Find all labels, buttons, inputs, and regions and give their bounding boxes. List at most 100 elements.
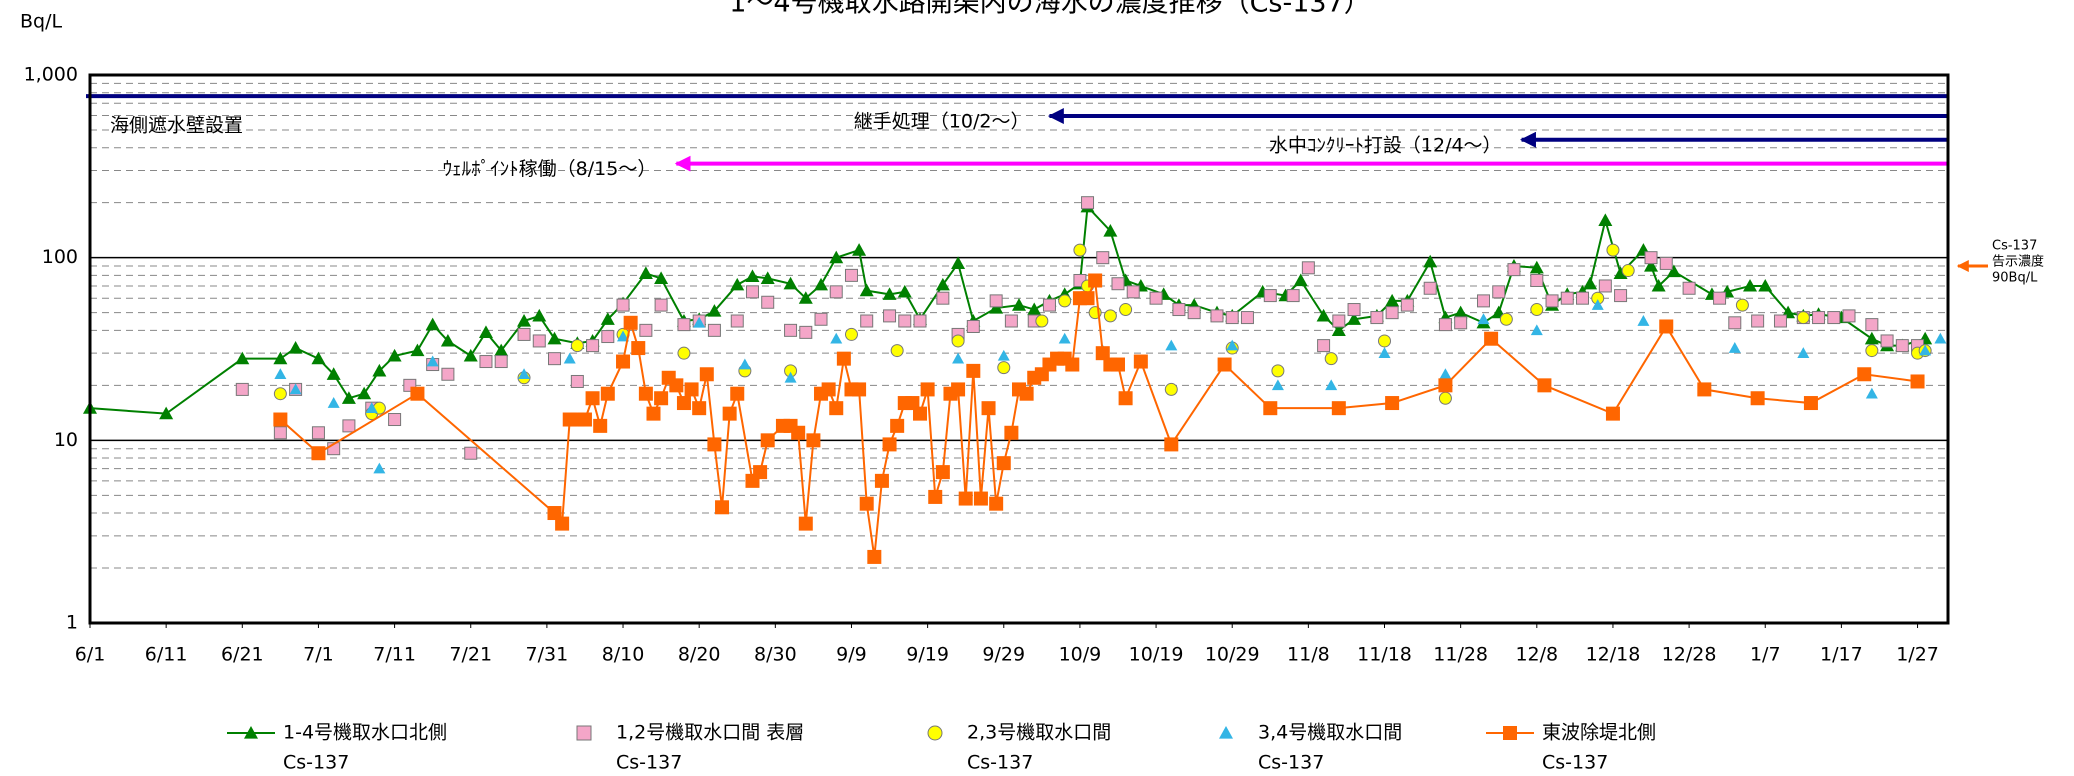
point bbox=[1325, 379, 1338, 391]
x-tick-label: 10/29 bbox=[1205, 644, 1260, 666]
point bbox=[235, 351, 250, 365]
point bbox=[1027, 302, 1042, 316]
point bbox=[532, 308, 547, 322]
point bbox=[1293, 273, 1308, 287]
point bbox=[341, 391, 356, 404]
point bbox=[1263, 401, 1278, 416]
point bbox=[1347, 303, 1361, 317]
point bbox=[373, 462, 386, 474]
point bbox=[1058, 332, 1071, 344]
point bbox=[273, 387, 287, 401]
point bbox=[898, 314, 912, 328]
x-tick-label: 11/18 bbox=[1357, 644, 1412, 666]
point bbox=[311, 426, 325, 440]
point bbox=[997, 361, 1011, 375]
point bbox=[684, 382, 699, 397]
point bbox=[1575, 291, 1589, 305]
point bbox=[722, 406, 737, 421]
x-tick-label: 1/27 bbox=[1896, 644, 1939, 666]
point bbox=[1438, 378, 1453, 393]
point bbox=[1598, 213, 1613, 226]
point bbox=[654, 298, 668, 312]
point bbox=[478, 325, 493, 338]
point bbox=[882, 287, 897, 300]
legend-sublabel: Cs-137 bbox=[1258, 752, 1324, 774]
point bbox=[1484, 331, 1499, 346]
point bbox=[693, 316, 706, 328]
point bbox=[1750, 391, 1765, 406]
point bbox=[874, 473, 889, 488]
point bbox=[699, 367, 714, 382]
point bbox=[1111, 277, 1125, 291]
point bbox=[1477, 313, 1490, 325]
point bbox=[829, 285, 843, 299]
point bbox=[517, 314, 532, 327]
point bbox=[1895, 339, 1909, 353]
point bbox=[1439, 368, 1452, 380]
point bbox=[966, 363, 981, 378]
point bbox=[274, 368, 287, 380]
point bbox=[852, 243, 867, 256]
point bbox=[844, 327, 858, 341]
point bbox=[760, 433, 775, 448]
point bbox=[1019, 386, 1034, 401]
x-tick-label: 11/28 bbox=[1433, 644, 1488, 666]
point bbox=[852, 382, 867, 397]
x-tick-label: 10/9 bbox=[1059, 644, 1102, 666]
point bbox=[1126, 285, 1140, 299]
point bbox=[1492, 285, 1506, 299]
point bbox=[1606, 243, 1620, 257]
point bbox=[935, 465, 950, 480]
point bbox=[1133, 354, 1148, 369]
point bbox=[692, 401, 707, 416]
x-tick-label: 12/28 bbox=[1662, 644, 1717, 666]
point bbox=[798, 516, 813, 531]
legend-marker bbox=[1503, 726, 1517, 740]
point bbox=[882, 437, 897, 452]
chart-title: 1～4号機取水路開渠内の海水の濃度推移（Cs-137） bbox=[729, 0, 1371, 19]
y-tick-label: 10 bbox=[54, 429, 78, 451]
point bbox=[235, 382, 249, 396]
point bbox=[677, 346, 691, 360]
point bbox=[426, 355, 439, 367]
x-tick-label: 1/7 bbox=[1750, 644, 1781, 666]
point bbox=[1438, 318, 1452, 332]
point bbox=[577, 412, 592, 427]
legend-marker bbox=[244, 726, 258, 739]
point bbox=[989, 294, 1003, 308]
point bbox=[1499, 312, 1513, 326]
point bbox=[1385, 396, 1400, 411]
point bbox=[1613, 266, 1628, 280]
x-tick-label: 10/19 bbox=[1129, 644, 1184, 666]
point bbox=[920, 382, 935, 397]
point bbox=[479, 355, 493, 369]
point bbox=[1119, 303, 1133, 317]
point bbox=[1682, 281, 1696, 295]
point bbox=[1910, 374, 1925, 389]
point bbox=[745, 269, 760, 282]
point bbox=[1217, 357, 1232, 372]
point bbox=[342, 419, 356, 433]
point bbox=[996, 456, 1011, 471]
point bbox=[1035, 314, 1049, 328]
point bbox=[1751, 314, 1765, 328]
point bbox=[372, 363, 387, 377]
point bbox=[1042, 298, 1056, 312]
y-tick-label: 1,000 bbox=[24, 64, 78, 86]
point bbox=[676, 396, 691, 411]
point bbox=[1537, 378, 1552, 393]
point bbox=[1065, 357, 1080, 372]
point bbox=[1096, 251, 1110, 265]
point bbox=[905, 396, 920, 411]
legend-sublabel: Cs-137 bbox=[967, 752, 1033, 774]
x-tick-label: 6/21 bbox=[221, 644, 264, 666]
x-tick-label: 9/19 bbox=[906, 644, 949, 666]
x-tick-label: 9/9 bbox=[836, 644, 867, 666]
point bbox=[1743, 278, 1758, 292]
point bbox=[1332, 314, 1346, 328]
point bbox=[799, 325, 813, 339]
point bbox=[859, 496, 874, 511]
point bbox=[1331, 401, 1346, 416]
point bbox=[1149, 291, 1163, 305]
point bbox=[273, 412, 288, 427]
